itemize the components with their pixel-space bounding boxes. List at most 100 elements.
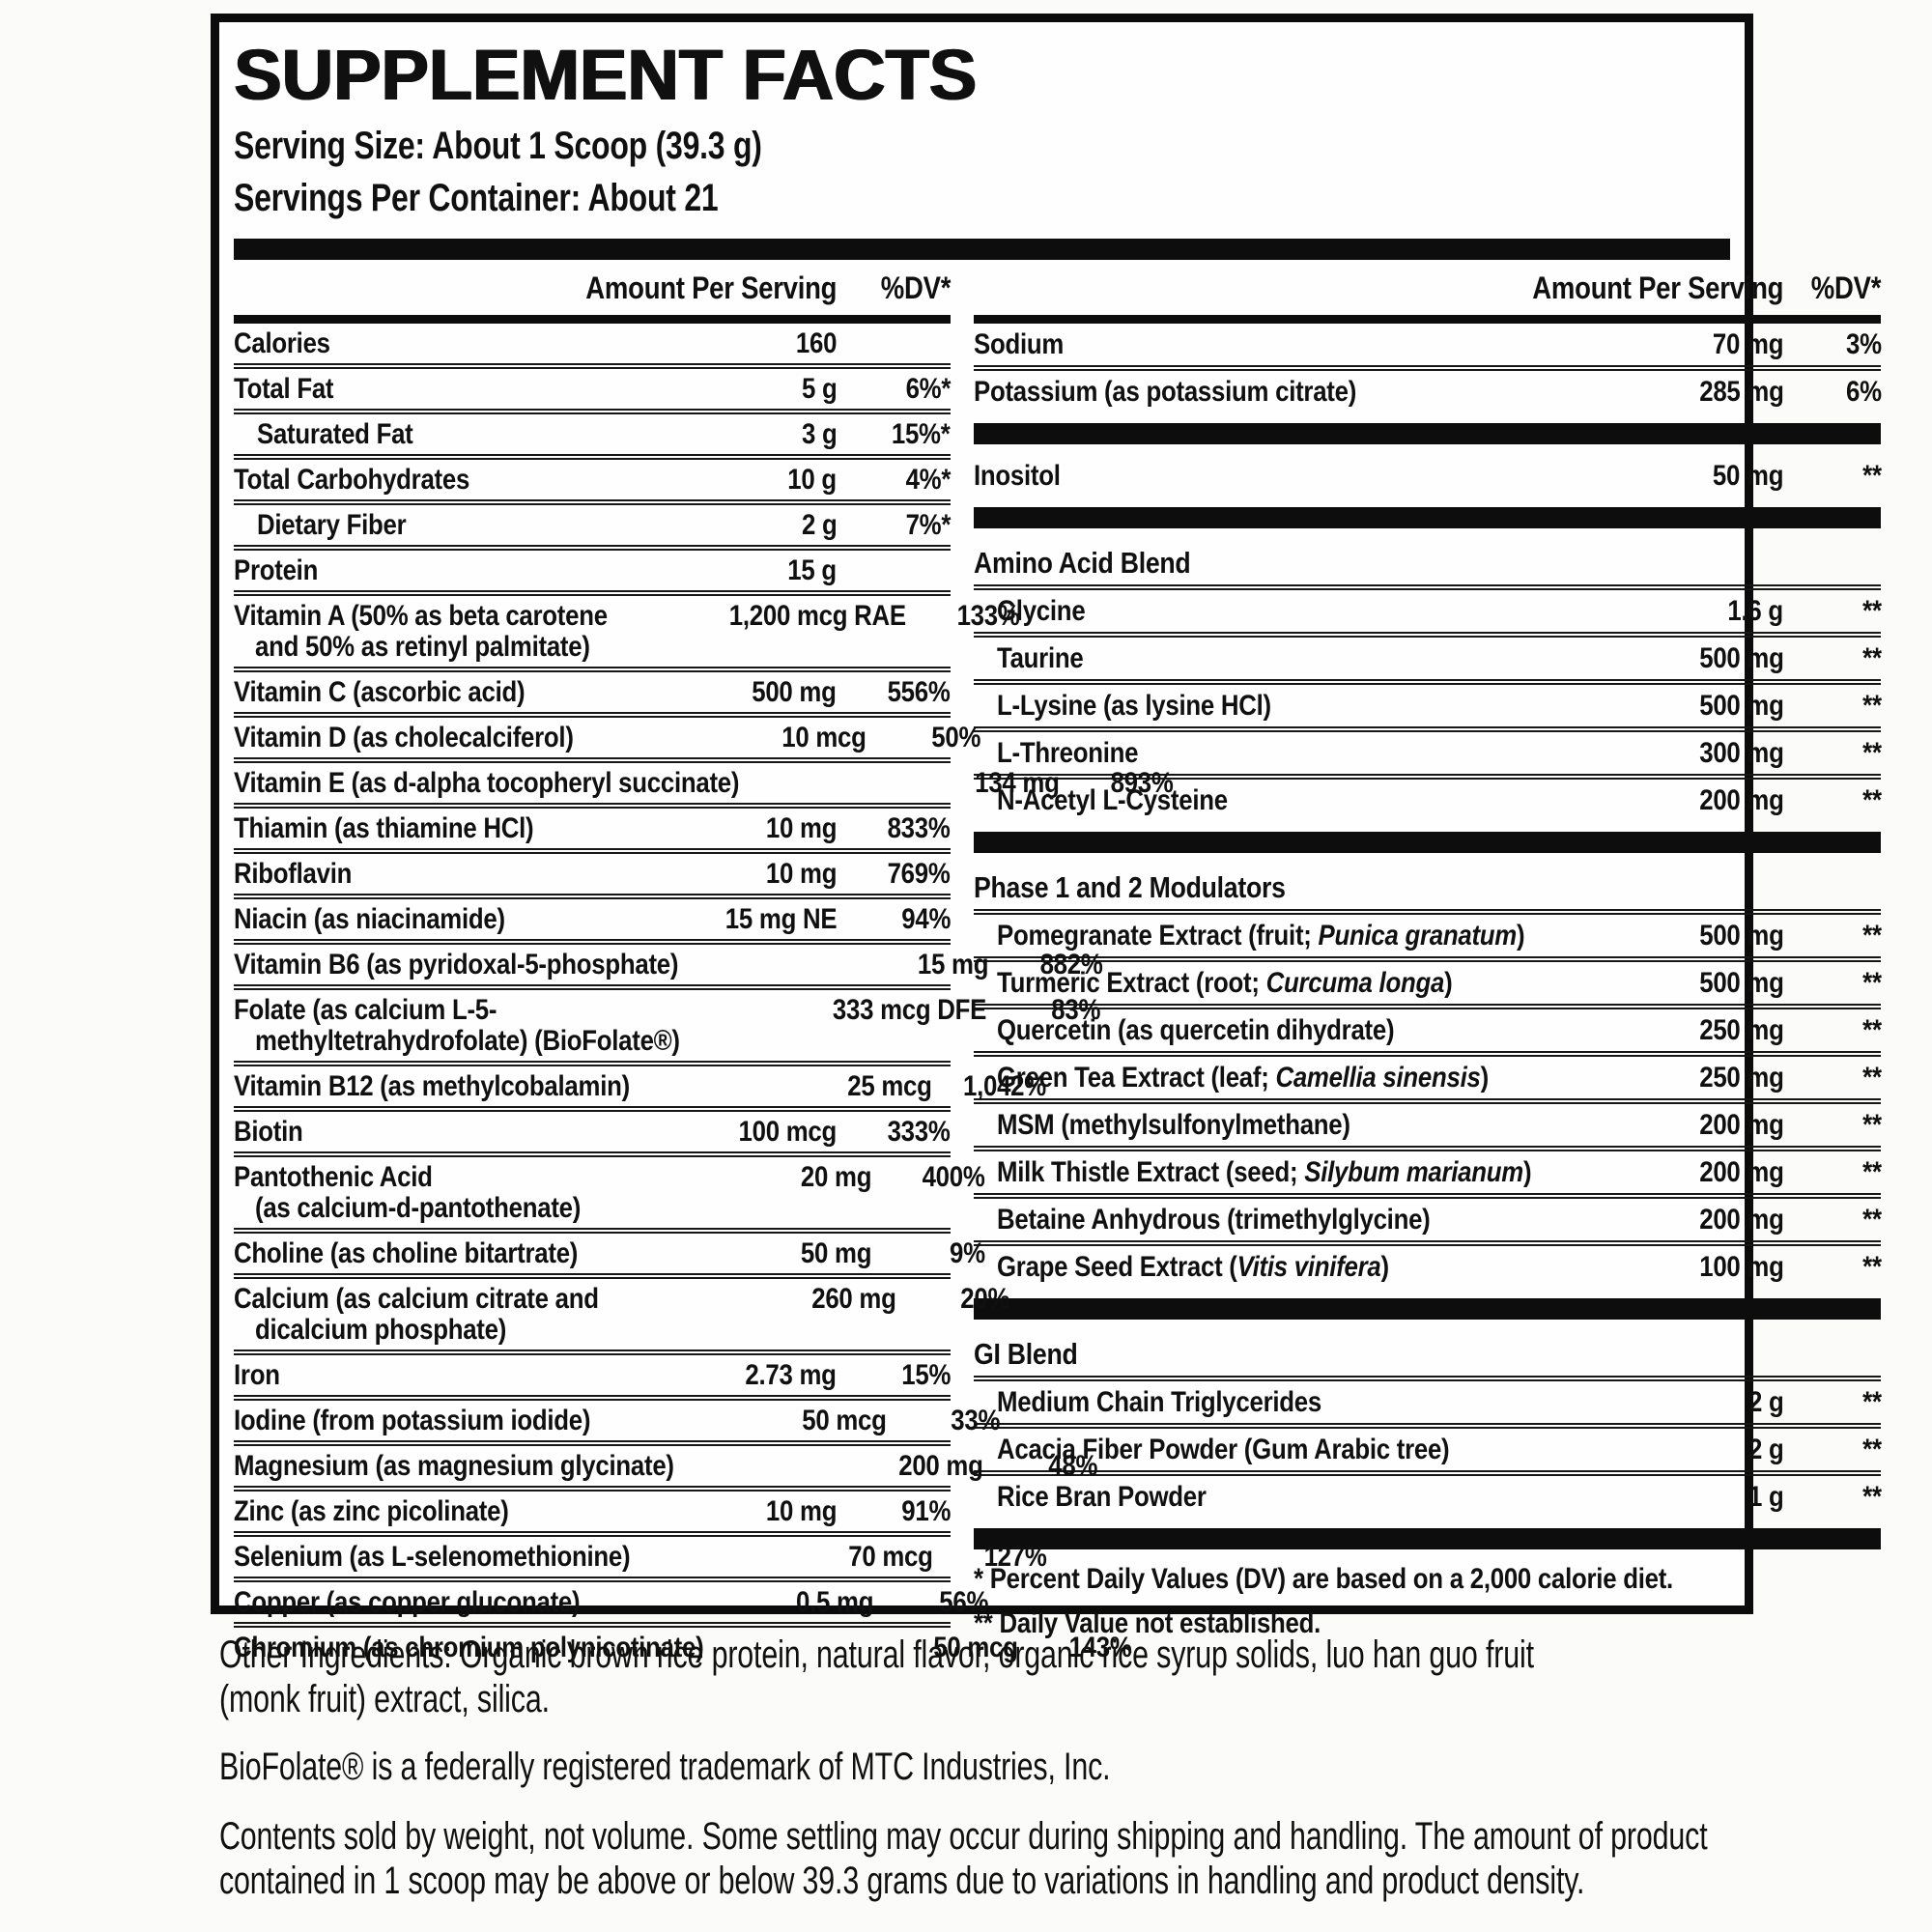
nutrient-dv-text: **: [1861, 1434, 1882, 1465]
nutrient-amount-text: 500 mg: [752, 676, 838, 708]
nutrient-name-text: MSM (methylsulfonylmethane): [997, 1109, 1350, 1141]
table-row: Betaine Anhydrous (trimethylglycine) 200 …: [974, 1193, 1882, 1240]
nutrient-amount: 500 mg: [1624, 643, 1784, 674]
nutrient-amount: 2.73 mg: [605, 1360, 838, 1391]
nutrient-amount: 200 mg: [1624, 1205, 1784, 1236]
column-header-left: Amount Per Serving %DV*: [234, 260, 951, 324]
nutrient-name: Inositol: [974, 461, 1618, 492]
nutrient-name-text: Magnesium (as magnesium glycinate): [234, 1450, 674, 1482]
table-row: Copper (as copper gluconate) 0.5 mg 56%: [234, 1577, 988, 1622]
table-row: L-Threonine 300 mg **: [974, 726, 1882, 774]
nutrient-name-text: Pantothenic Acid: [234, 1161, 433, 1193]
nutrient-name: Medium Chain Triglycerides: [974, 1387, 1618, 1418]
nutrient-name: Vitamin B6 (as pyridoxal-5-phosphate): [234, 950, 751, 980]
nutrient-amount-text: 100 mcg: [738, 1116, 838, 1148]
nutrient-amount: 2 g: [605, 510, 837, 541]
nutrient-dv-text: 50%: [931, 722, 980, 753]
nutrient-amount-text: 260 mg: [810, 1283, 896, 1315]
table-row: N-Acetyl L-Cysteine 200 mg **: [974, 774, 1882, 821]
nutrient-name-text: Sodium: [974, 328, 1065, 360]
nutrient-name: Iron: [234, 1360, 599, 1391]
nutrient-amount-text: 2 g: [1747, 1386, 1784, 1418]
contents-disclaimer-line: contained in 1 scoop may be above or bel…: [219, 1860, 1585, 1902]
section-divider-bar: [974, 832, 1882, 853]
nutrient-dv: 893%: [1065, 768, 1173, 799]
rows-left: Calories 160 Total Fat 5 g 6%* Saturated Fat 3…: [234, 324, 1174, 1667]
nutrient-amount-text: 1,200 mcg RAE: [728, 600, 906, 632]
table-row: Zinc (as zinc picolinate) 10 mg 91%: [234, 1486, 951, 1531]
nutrient-dv-text: **: [1861, 690, 1882, 722]
nutrient-name: Saturated Fat: [234, 419, 599, 450]
nutrient-dv: 556%: [842, 677, 951, 708]
table-row: Turmeric Extract (root; Curcuma longa) 50…: [974, 956, 1882, 1004]
blend-name: Phase 1 and 2 Modulators: [974, 872, 1881, 903]
nutrient-amount: 250 mg: [1624, 1063, 1784, 1094]
nutrient-amount-text: 15 g: [787, 554, 837, 586]
nutrient-name-text: Betaine Anhydrous (trimethylglycine): [997, 1204, 1431, 1236]
nutrient-amount: 50 mg: [1624, 461, 1784, 492]
nutrient-name: Sodium: [974, 329, 1618, 360]
nutrient-amount-text: 50 mcg: [801, 1405, 887, 1436]
table-row: Rice Bran Powder 1 g **: [974, 1470, 1882, 1518]
blend-name-text: Amino Acid Blend: [974, 546, 1191, 580]
nutrient-dv: **: [1789, 738, 1882, 769]
nutrient-name-text: Taurine: [997, 642, 1084, 674]
nutrient-name: Quercetin (as quercetin dihydrate): [974, 1015, 1618, 1046]
nutrient-amount-text: 1.6 g: [1727, 595, 1784, 627]
nutrient-dv: 33%: [892, 1406, 1000, 1436]
nutrient-name-text: Thiamin (as thiamine HCl): [234, 812, 534, 844]
nutrient-dv-text: **: [1861, 920, 1882, 952]
nutrient-amount: 200 mg: [1624, 1157, 1784, 1188]
nutrient-name-text: Rice Bran Powder: [997, 1481, 1207, 1513]
nutrient-name: Folate (as calcium L-5- methyltetrahydrof…: [234, 995, 749, 1057]
nutrient-name-line2: methyltetrahydrofolate) (BioFolate®): [234, 1026, 749, 1057]
nutrient-amount: 15 g: [605, 555, 837, 586]
nutrient-name-text: Copper (as copper gluconate): [234, 1586, 581, 1618]
table-row: Biotin 100 mcg 333%: [234, 1106, 951, 1151]
nutrient-dv: 9%: [877, 1238, 985, 1269]
latin-name: Curcuma longa: [1265, 967, 1445, 999]
trademark-line: BioFolate® is a federally registered tra…: [219, 1746, 1111, 1788]
nutrient-dv: **: [1789, 1482, 1882, 1513]
nutrient-dv: 94%: [842, 904, 951, 935]
nutrient-name: N-Acetyl L-Cysteine: [974, 785, 1618, 816]
nutrient-dv-text: 6%: [1845, 376, 1882, 408]
nutrient-amount: 500 mg: [1624, 691, 1784, 722]
table-row: Dietary Fiber 2 g 7%*: [234, 499, 951, 545]
nutrient-amount-text: 1 g: [1747, 1481, 1784, 1513]
nutrient-dv: [842, 555, 951, 586]
blend-name: Amino Acid Blend: [974, 548, 1881, 579]
nutrient-amount: 333 mcg DFE: [754, 995, 986, 1026]
nutrient-name-text: Grape Seed Extract (Vitis vinifera): [997, 1251, 1389, 1283]
nutrient-dv: **: [1789, 1252, 1882, 1283]
nutrient-amount-text: 70 mcg: [847, 1541, 933, 1573]
nutrient-name-text: Glycine: [997, 595, 1086, 627]
nutrient-name-text: Green Tea Extract (leaf; Camellia sinens…: [997, 1062, 1489, 1094]
nutrient-dv: 6%*: [842, 374, 951, 405]
nutrient-amount: 10 mg: [605, 1496, 838, 1527]
nutrient-name-line2: (as calcium-d-pantothenate): [234, 1193, 634, 1224]
facts-panel-right: Amount Per Serving %DV* Sodium 70 mg 3% Pot…: [960, 260, 1882, 1639]
nutrient-name: Niacin (as niacinamide): [234, 904, 599, 935]
nutrient-dv: **: [1789, 1387, 1882, 1418]
table-row: Riboflavin 10 mg 769%: [234, 848, 951, 894]
nutrient-name-text: Inositol: [974, 460, 1061, 492]
nutrient-name: Total Fat: [234, 374, 599, 405]
table-row: Pomegranate Extract (fruit; Punica grana…: [974, 909, 1882, 956]
section-divider-bar: [974, 1298, 1882, 1320]
nutrient-name: Zinc (as zinc picolinate): [234, 1496, 599, 1527]
table-row: Taurine 500 mg **: [974, 632, 1882, 679]
nutrient-name-text: Vitamin C (ascorbic acid): [234, 676, 526, 708]
blend-name-text: Phase 1 and 2 Modulators: [974, 870, 1286, 904]
nutrient-name: Turmeric Extract (root; Curcuma longa): [974, 968, 1618, 999]
nutrient-name-text: Potassium (as potassium citrate): [974, 376, 1357, 408]
nutrient-dv: **: [1789, 1015, 1882, 1046]
table-row: Vitamin B12 (as methylcobalamin) 25 mcg 1,…: [234, 1061, 1046, 1106]
nutrient-dv-text: 400%: [922, 1161, 985, 1193]
nutrient-dv: [842, 328, 951, 359]
nutrient-amount: 500 mg: [1624, 921, 1784, 952]
table-row: Green Tea Extract (leaf; Camellia sinens…: [974, 1051, 1882, 1098]
nutrient-dv-text: 893%: [1110, 767, 1174, 799]
nutrient-dv: **: [1789, 690, 1882, 722]
nutrient-dv: 127%: [938, 1542, 1046, 1573]
